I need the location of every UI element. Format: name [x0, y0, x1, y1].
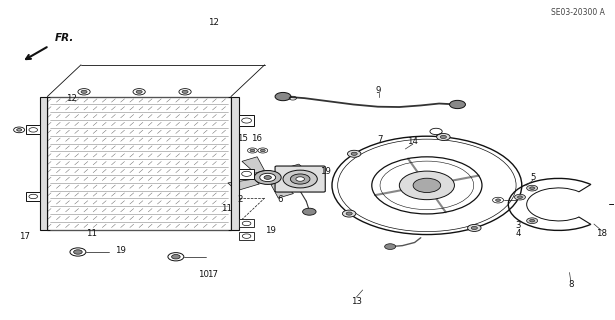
- Polygon shape: [271, 182, 293, 198]
- Circle shape: [81, 90, 87, 93]
- Text: 12: 12: [208, 18, 219, 27]
- Circle shape: [275, 92, 291, 101]
- Circle shape: [515, 194, 525, 200]
- Circle shape: [172, 254, 180, 259]
- FancyBboxPatch shape: [239, 116, 254, 126]
- FancyBboxPatch shape: [239, 220, 254, 228]
- Text: SE03-20300 A: SE03-20300 A: [550, 8, 605, 17]
- Text: 6: 6: [278, 195, 284, 204]
- Polygon shape: [228, 179, 260, 191]
- Text: 5: 5: [530, 173, 536, 182]
- Circle shape: [343, 210, 356, 217]
- Circle shape: [17, 129, 22, 131]
- Circle shape: [182, 90, 188, 93]
- Polygon shape: [276, 164, 308, 176]
- Circle shape: [283, 170, 317, 188]
- Text: 19: 19: [320, 167, 331, 176]
- Text: 7: 7: [377, 135, 383, 144]
- Text: 4: 4: [515, 229, 521, 238]
- Circle shape: [290, 174, 310, 184]
- Circle shape: [450, 100, 466, 108]
- Circle shape: [440, 135, 446, 139]
- Text: 17: 17: [207, 270, 218, 279]
- Text: FR.: FR.: [55, 33, 74, 43]
- Text: 14: 14: [407, 137, 418, 146]
- Circle shape: [351, 152, 357, 155]
- Text: 13: 13: [351, 297, 362, 306]
- Text: 17: 17: [19, 232, 30, 241]
- Circle shape: [517, 196, 522, 198]
- Circle shape: [471, 226, 477, 229]
- Text: 15: 15: [237, 134, 248, 143]
- FancyBboxPatch shape: [275, 166, 325, 192]
- Circle shape: [136, 90, 142, 93]
- Circle shape: [437, 133, 450, 140]
- Text: 19: 19: [116, 246, 126, 255]
- Circle shape: [346, 212, 352, 215]
- Circle shape: [496, 199, 501, 201]
- Circle shape: [526, 218, 538, 224]
- Text: 8: 8: [568, 280, 574, 289]
- Circle shape: [254, 171, 281, 184]
- Circle shape: [526, 185, 538, 191]
- Text: 12: 12: [66, 94, 77, 103]
- FancyBboxPatch shape: [239, 232, 254, 240]
- Circle shape: [530, 187, 534, 189]
- Polygon shape: [242, 157, 264, 173]
- Circle shape: [296, 177, 304, 181]
- Text: 11: 11: [87, 229, 98, 238]
- FancyBboxPatch shape: [40, 97, 47, 230]
- Circle shape: [260, 173, 276, 181]
- Circle shape: [467, 224, 481, 231]
- Circle shape: [384, 244, 395, 250]
- Text: 10: 10: [198, 270, 209, 279]
- Circle shape: [413, 178, 441, 193]
- Circle shape: [260, 149, 265, 152]
- Circle shape: [303, 208, 316, 215]
- FancyBboxPatch shape: [239, 169, 254, 179]
- Polygon shape: [47, 97, 231, 230]
- Circle shape: [264, 176, 271, 179]
- Text: 11: 11: [221, 204, 232, 213]
- Text: 18: 18: [596, 229, 607, 238]
- Circle shape: [347, 150, 361, 157]
- Circle shape: [399, 171, 454, 200]
- Circle shape: [250, 149, 255, 152]
- Text: 16: 16: [250, 134, 261, 143]
- FancyBboxPatch shape: [231, 97, 239, 230]
- Circle shape: [530, 220, 534, 222]
- Text: 3: 3: [515, 220, 521, 229]
- Text: 9: 9: [376, 86, 381, 95]
- FancyBboxPatch shape: [26, 192, 40, 201]
- Text: 2: 2: [237, 195, 243, 204]
- Circle shape: [74, 250, 82, 254]
- FancyBboxPatch shape: [26, 125, 40, 134]
- Text: 19: 19: [265, 226, 276, 235]
